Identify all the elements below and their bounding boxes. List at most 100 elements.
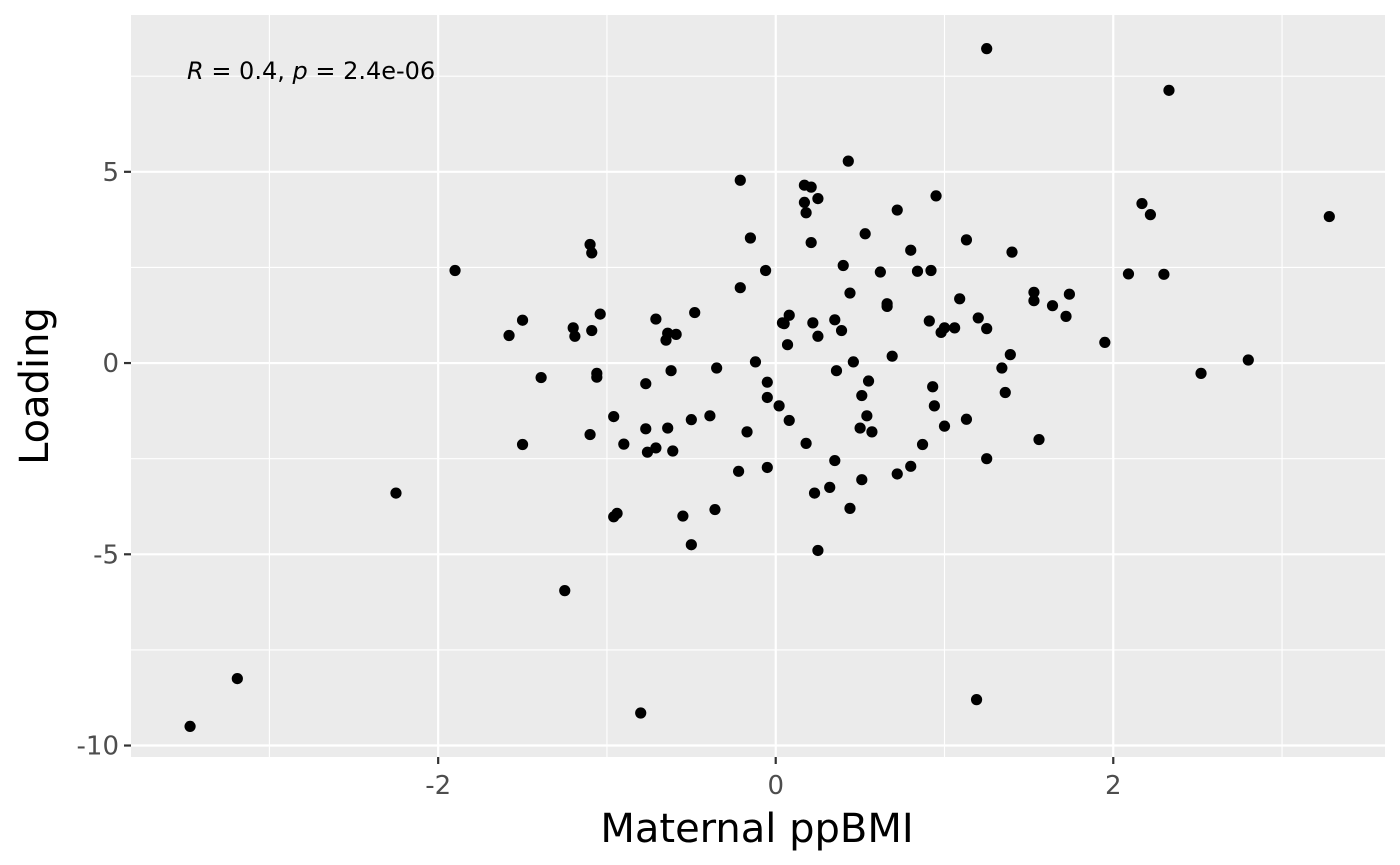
data-point [859,228,871,240]
y-tick-label: 0 [102,349,119,379]
data-point [835,324,848,337]
data-point [800,207,812,219]
data-point [591,371,603,383]
data-point [812,330,824,342]
data-points [184,43,1335,733]
data-point [778,318,790,330]
data-point [662,327,674,339]
data-point [586,247,598,259]
data-point [516,438,529,451]
annotation-p-value: = 2.4e-06 [308,57,436,85]
data-point [449,264,461,277]
data-point [650,313,662,325]
data-point [1158,268,1170,280]
data-point [677,510,689,522]
data-point [981,43,993,55]
data-point [812,544,824,557]
data-point [783,414,795,427]
data-point [798,196,811,209]
plot-panel [131,15,1385,757]
data-point [930,190,942,202]
y-tick-label: -10 [77,732,119,762]
data-point [584,428,596,441]
data-point [1004,349,1016,361]
data-point [938,420,951,432]
data-point [1028,286,1040,298]
data-point [761,376,773,388]
data-point [749,356,762,368]
data-point [667,445,679,457]
data-point [744,232,757,244]
data-point [842,155,854,167]
data-point [1060,310,1072,322]
data-point [231,672,243,685]
data-point [685,539,697,551]
data-point [184,720,196,733]
data-point [611,507,623,519]
data-point [594,308,606,320]
data-point [960,413,973,425]
data-point [567,322,579,334]
data-point [635,707,647,719]
data-point [1136,197,1148,210]
axis-tick-labels: -2 0 2 5 0 -5 -10 [77,158,1122,801]
data-point [761,391,773,404]
data-point [829,454,841,467]
data-point [925,264,937,277]
data-point [928,400,940,412]
data-point [805,181,817,193]
data-point [1046,300,1059,312]
data-point [1323,210,1335,223]
data-point [781,339,794,351]
data-point [808,487,821,499]
data-point [981,453,993,465]
data-point [1033,433,1045,446]
x-axis-title: Maternal ppBMI [600,806,913,852]
data-point [665,365,677,377]
data-point [516,314,529,326]
data-point [891,468,903,480]
data-point [856,389,868,402]
data-point [711,362,723,374]
data-point [761,461,773,474]
data-point [1163,84,1175,96]
data-point [800,437,812,449]
data-point [1195,367,1207,379]
data-point [923,315,935,327]
data-point [844,287,856,299]
data-point [905,244,917,256]
data-point [856,474,868,486]
annotation-r-value: = 0.4, [204,57,293,85]
x-tick-label: 0 [767,771,784,801]
y-axis-title: Loading [12,307,58,465]
data-point [741,426,753,438]
data-point [938,322,951,334]
data-point [662,422,674,434]
data-point [866,426,878,438]
data-point [927,381,939,393]
data-point [874,266,886,278]
data-point [559,585,571,597]
data-point [830,365,843,377]
data-point [734,174,746,186]
data-point [891,204,903,216]
data-point [569,330,581,342]
data-point [709,503,721,516]
data-point [911,265,924,277]
data-point [881,300,893,313]
data-point [641,446,654,458]
data-point [981,323,993,335]
data-point [954,293,966,305]
data-point [837,259,849,272]
data-point [503,329,515,342]
data-point [783,309,795,321]
data-point [1063,288,1075,300]
data-point [650,442,662,454]
correlation-annotation: R = 0.4, p = 2.4e-06 [187,57,435,85]
data-point [960,234,973,246]
data-point [759,264,772,277]
data-point [608,410,620,423]
data-point [689,306,701,319]
data-point [390,487,402,499]
data-point [996,362,1008,374]
